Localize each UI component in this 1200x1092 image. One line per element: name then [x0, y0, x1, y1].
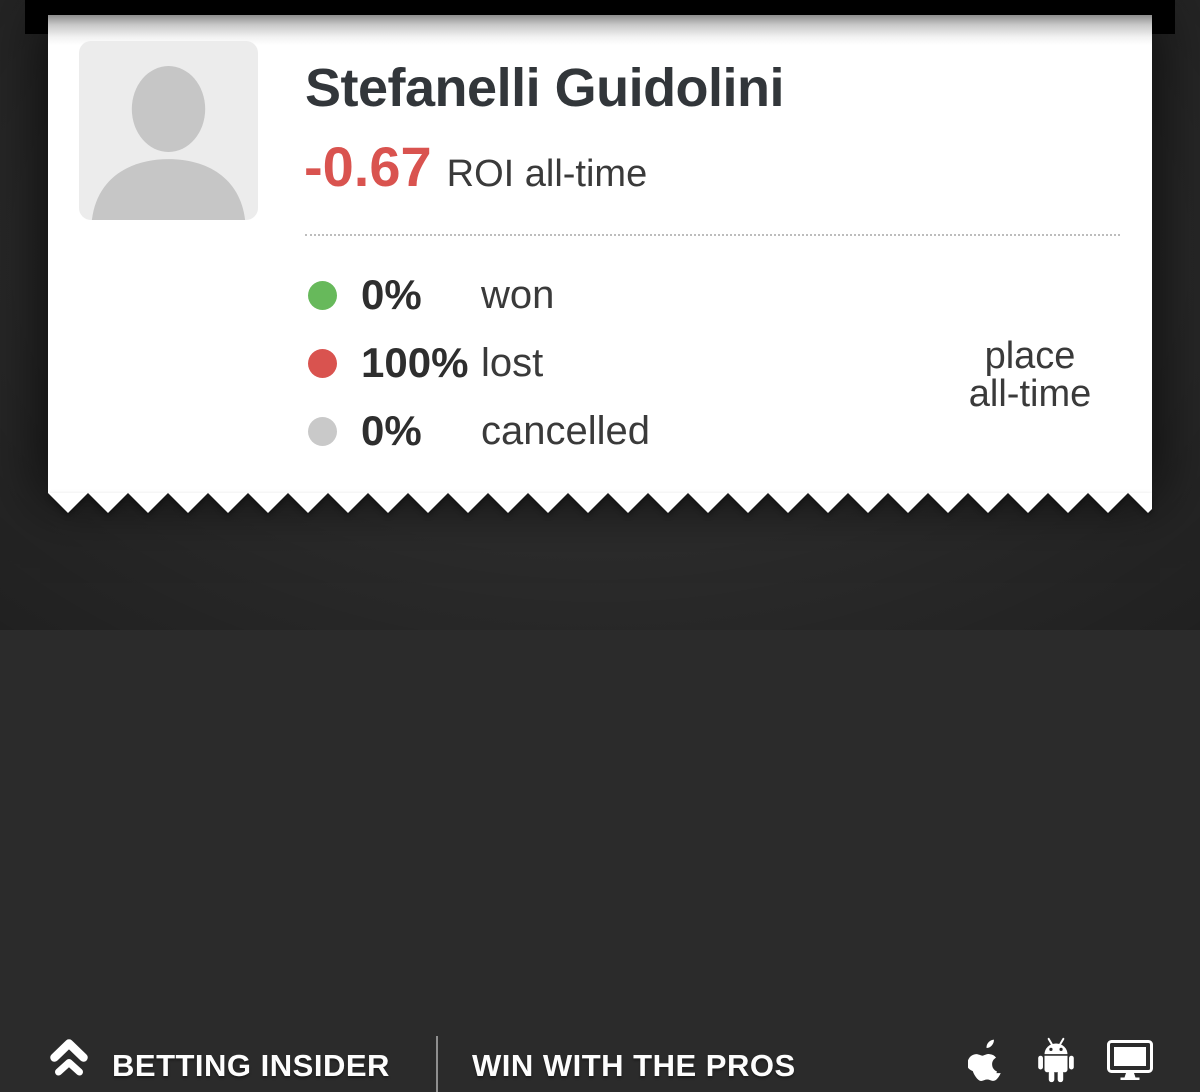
lost-label: lost — [481, 340, 544, 385]
won-percent: 0% — [361, 271, 422, 318]
dotted-divider — [305, 234, 1120, 236]
stat-row-won: 0% won — [308, 261, 650, 329]
cancelled-percent: 0% — [361, 407, 422, 454]
footer-tagline: WIN WITH THE PROS — [472, 1048, 796, 1083]
double-chevron-up-logo-icon — [50, 1039, 88, 1076]
card-top-shadow — [48, 15, 1152, 45]
card-zigzag-edge — [48, 493, 1152, 513]
cancelled-dot-icon — [308, 416, 337, 446]
platform-icons — [968, 1036, 1153, 1084]
roi-label: ROI all-time — [446, 153, 648, 195]
desktop-icon — [1107, 1040, 1153, 1080]
bet-stats-list: 0% won 100% lost 0% cancelled — [308, 261, 650, 465]
won-label: won — [481, 272, 555, 317]
cancelled-label: cancelled — [481, 408, 651, 453]
stat-row-lost: 100% lost — [308, 329, 650, 397]
place-line2: all-time — [968, 373, 1092, 415]
stat-row-cancelled: 0% cancelled — [308, 397, 650, 465]
page-title-bettor-name: Stefanelli Guidolini — [305, 58, 785, 118]
profile-card: Stefanelli Guidolini -0.67 ROI all-time … — [48, 15, 1152, 513]
won-dot-icon — [308, 280, 337, 310]
apple-icon — [968, 1039, 1001, 1081]
footer-divider — [436, 1036, 438, 1092]
person-silhouette-icon — [92, 66, 245, 220]
avatar — [79, 41, 258, 220]
footer: BETTING INSIDER WIN WITH THE PROS — [0, 493, 1200, 1092]
lost-percent: 100% — [361, 339, 469, 386]
place-line1: place — [984, 335, 1076, 377]
lost-dot-icon — [308, 348, 337, 378]
roi-value: -0.67 — [304, 135, 432, 198]
place-all-time-block: place all-time — [930, 337, 1130, 413]
android-icon — [1038, 1037, 1074, 1083]
roi-row: -0.67 ROI all-time — [304, 139, 647, 195]
brand-name: BETTING INSIDER — [112, 1048, 390, 1083]
